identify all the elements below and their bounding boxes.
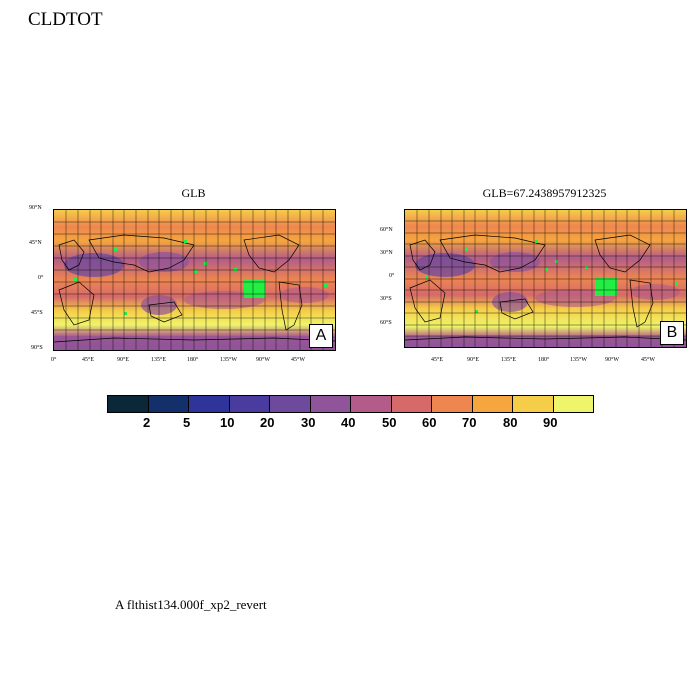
colorbar-segment — [472, 396, 513, 412]
panel-a-map: A — [53, 209, 336, 351]
panel-a-map-svg — [54, 210, 335, 350]
panel-a-lon-tick: 90°W — [256, 357, 271, 363]
panel-a-title: GLB — [181, 186, 206, 200]
colorbar-label: 20 — [260, 415, 275, 430]
panel-a-lon-tick: 0° — [51, 357, 57, 363]
panel-b-lat-tick: 60°S — [380, 320, 392, 326]
panel-b-lon-tick: 135°W — [570, 357, 588, 363]
colorbar-label: 10 — [220, 415, 235, 430]
colorbar-label: 90 — [543, 415, 558, 430]
colorbar-segment — [189, 396, 230, 412]
colorbar-label: 70 — [462, 415, 477, 430]
panel-a-lat-tick: 45°N — [29, 240, 42, 246]
panel-a-lon-tick: 45°E — [82, 357, 95, 363]
panel-b-lon-tick: 135°E — [501, 357, 517, 363]
colorbar-segment — [229, 396, 270, 412]
panel-a-lon-tick: 135°W — [220, 357, 238, 363]
panel-a-lon-tick: 45°W — [291, 357, 306, 363]
colorbar-segment — [432, 396, 473, 412]
colorbar — [107, 395, 594, 413]
panel-b-title: GLB=67.2438957912325 — [482, 186, 607, 200]
panel-b-lon-tick: 45°W — [641, 357, 656, 363]
panel-b-map-svg — [405, 210, 686, 347]
colorbar-label: 30 — [301, 415, 316, 430]
colorbar-label: 2 — [143, 415, 151, 430]
panel-b-lat-tick: 0° — [389, 273, 395, 279]
panel-b-lon-tick: 45°E — [431, 357, 444, 363]
panel-b-lon-tick: 90°W — [605, 357, 620, 363]
colorbar-segment — [108, 396, 149, 412]
panel-a-lat-tick: 45°S — [31, 310, 43, 316]
panel-a-lat-tick: 90°N — [29, 205, 42, 211]
colorbar-label: 80 — [503, 415, 518, 430]
colorbar-segment — [148, 396, 189, 412]
panel-a-lon-tick: 180° — [187, 357, 199, 363]
panel-b-lon-tick: 180° — [538, 357, 550, 363]
footer-caption: A flthist134.000f_xp2_revert — [115, 597, 267, 612]
panel-b-lon-tick: 90°E — [467, 357, 480, 363]
panel-a-lat-tick: 90°S — [31, 345, 43, 351]
panel-a-label: A — [309, 324, 333, 348]
panel-a-lat-tick: 0° — [38, 275, 44, 281]
colorbar-segment — [391, 396, 432, 412]
colorbar-segment — [553, 396, 593, 412]
colorbar-segment — [270, 396, 311, 412]
colorbar-label: 40 — [341, 415, 356, 430]
panel-a-lon-tick: 90°E — [117, 357, 130, 363]
panel-a-lon-tick: 135°E — [151, 357, 167, 363]
colorbar-segment — [513, 396, 554, 412]
panel-b-lat-tick: 30°S — [380, 296, 392, 302]
colorbar-label: 50 — [382, 415, 397, 430]
panel-b-lat-tick: 60°N — [380, 227, 393, 233]
colorbar-segment — [310, 396, 351, 412]
panel-b-lat-tick: 30°N — [380, 250, 393, 256]
panel-b-label: B — [660, 321, 684, 345]
colorbar-label: 60 — [422, 415, 437, 430]
page-title: CLDTOT — [28, 9, 103, 30]
colorbar-segment — [351, 396, 392, 412]
colorbar-label: 5 — [183, 415, 191, 430]
panel-b-map: B — [404, 209, 687, 348]
